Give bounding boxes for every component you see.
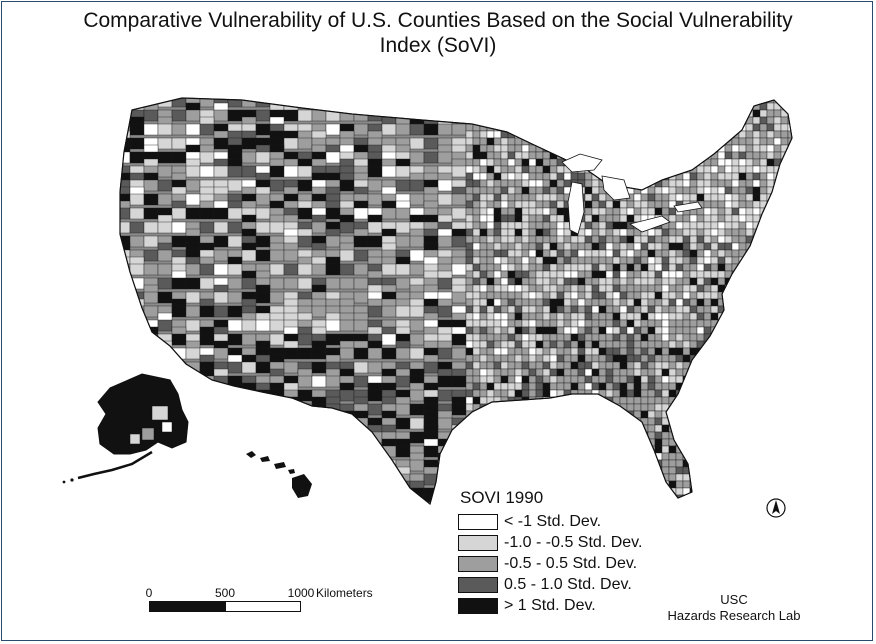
legend-item: -0.5 - 0.5 Std. Dev. bbox=[458, 553, 642, 574]
title-line-2: Index (SoVI) bbox=[379, 34, 497, 57]
scale-bar-graphic bbox=[149, 601, 301, 612]
title-line-1: Comparative Vulnerability of U.S. Counti… bbox=[83, 9, 793, 32]
legend-swatch bbox=[458, 534, 498, 551]
legend-label: -1.0 - -0.5 Std. Dev. bbox=[504, 533, 643, 551]
legend-swatch bbox=[458, 576, 498, 593]
scale-unit: Kilometers bbox=[316, 586, 373, 600]
legend-swatch bbox=[458, 513, 498, 530]
scale-tick-label: 500 bbox=[214, 586, 236, 600]
credit-line-1: USC bbox=[720, 592, 748, 607]
legend-label: -0.5 - 0.5 Std. Dev. bbox=[504, 554, 638, 572]
legend-label: > 1 Std. Dev. bbox=[504, 596, 596, 614]
legend-item: < -1 Std. Dev. bbox=[458, 511, 642, 532]
scale-bar: 0 500 1000 Kilometers bbox=[144, 586, 404, 626]
scale-tick-label: 1000 bbox=[287, 586, 315, 600]
great-lakes bbox=[561, 153, 703, 235]
scale-tick-label: 0 bbox=[145, 586, 153, 600]
legend-item: -1.0 - -0.5 Std. Dev. bbox=[458, 532, 642, 553]
credit-line-2: Hazards Research Lab bbox=[667, 608, 801, 623]
hawaii bbox=[246, 451, 312, 498]
legend-label: < -1 Std. Dev. bbox=[504, 512, 602, 530]
legend-item: > 1 Std. Dev. bbox=[458, 595, 642, 616]
north-arrow-icon bbox=[766, 497, 786, 524]
map-legend: SOVI 1990 < -1 Std. Dev. -1.0 - -0.5 Std… bbox=[458, 488, 642, 616]
legend-item: 0.5 - 1.0 Std. Dev. bbox=[458, 574, 642, 595]
map-title: Comparative Vulnerability of U.S. Counti… bbox=[2, 8, 874, 58]
legend-swatch bbox=[458, 555, 498, 572]
legend-label: 0.5 - 1.0 Std. Dev. bbox=[504, 575, 632, 593]
legend-swatch bbox=[458, 597, 498, 614]
credit: USC Hazards Research Lab bbox=[654, 592, 814, 624]
alaska bbox=[62, 373, 189, 484]
conus-counties bbox=[119, 97, 793, 505]
legend-title: SOVI 1990 bbox=[460, 488, 544, 507]
